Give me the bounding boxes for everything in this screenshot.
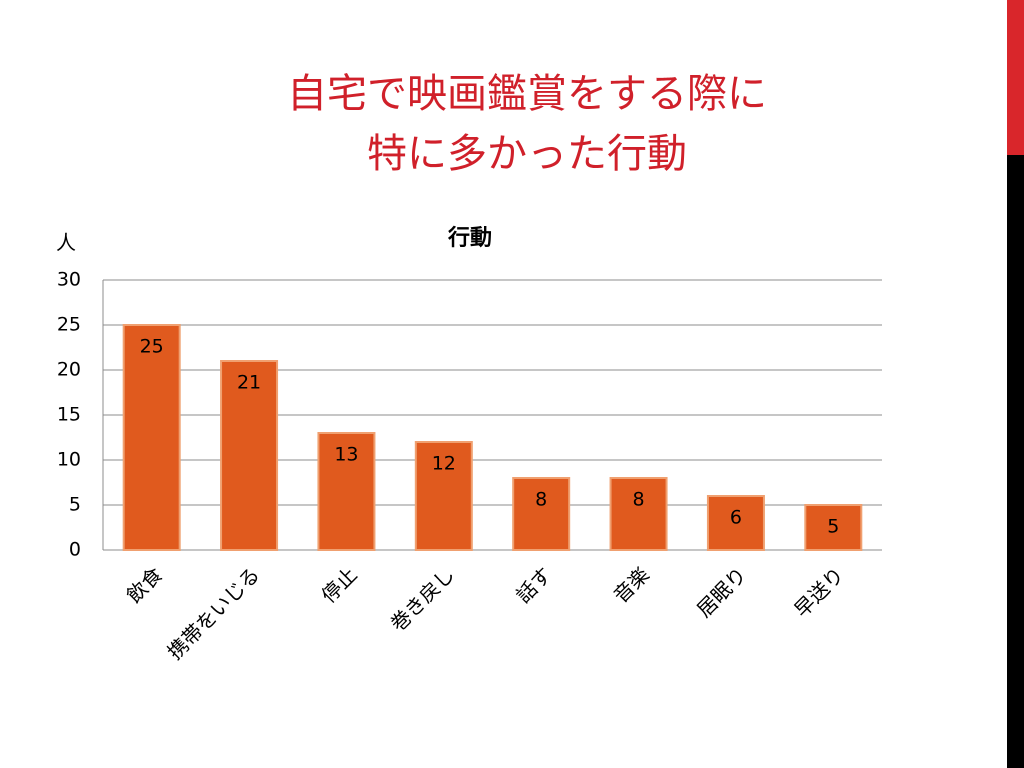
y-tick-label: 15 xyxy=(57,404,81,426)
bar xyxy=(220,360,279,551)
bar xyxy=(804,504,863,551)
data-label: 13 xyxy=(334,444,358,466)
slide-title: 自宅で映画鑑賞をする際に xyxy=(287,71,767,117)
data-label: 25 xyxy=(140,336,164,358)
data-label: 8 xyxy=(535,489,547,511)
accent-red xyxy=(1007,0,1024,155)
y-axis-label: 人 xyxy=(56,231,76,255)
bar xyxy=(122,324,181,551)
slide-title: 特に多かった行動 xyxy=(367,131,687,177)
data-label: 5 xyxy=(827,516,839,538)
bar xyxy=(317,432,376,551)
bar xyxy=(609,477,668,551)
y-tick-label: 0 xyxy=(69,539,81,561)
bar xyxy=(414,441,473,551)
accent-black xyxy=(1007,155,1024,768)
y-tick-label: 20 xyxy=(57,359,81,381)
y-tick-label: 30 xyxy=(57,269,81,291)
y-tick-label: 5 xyxy=(69,494,81,516)
data-label: 12 xyxy=(432,453,456,475)
data-label: 8 xyxy=(633,489,645,511)
y-tick-label: 10 xyxy=(57,449,81,471)
bar xyxy=(512,477,571,551)
data-label: 6 xyxy=(730,507,742,529)
data-label: 21 xyxy=(237,372,261,394)
chart-title: 行動 xyxy=(447,225,492,251)
y-tick-label: 25 xyxy=(57,314,81,336)
bar xyxy=(706,495,765,551)
